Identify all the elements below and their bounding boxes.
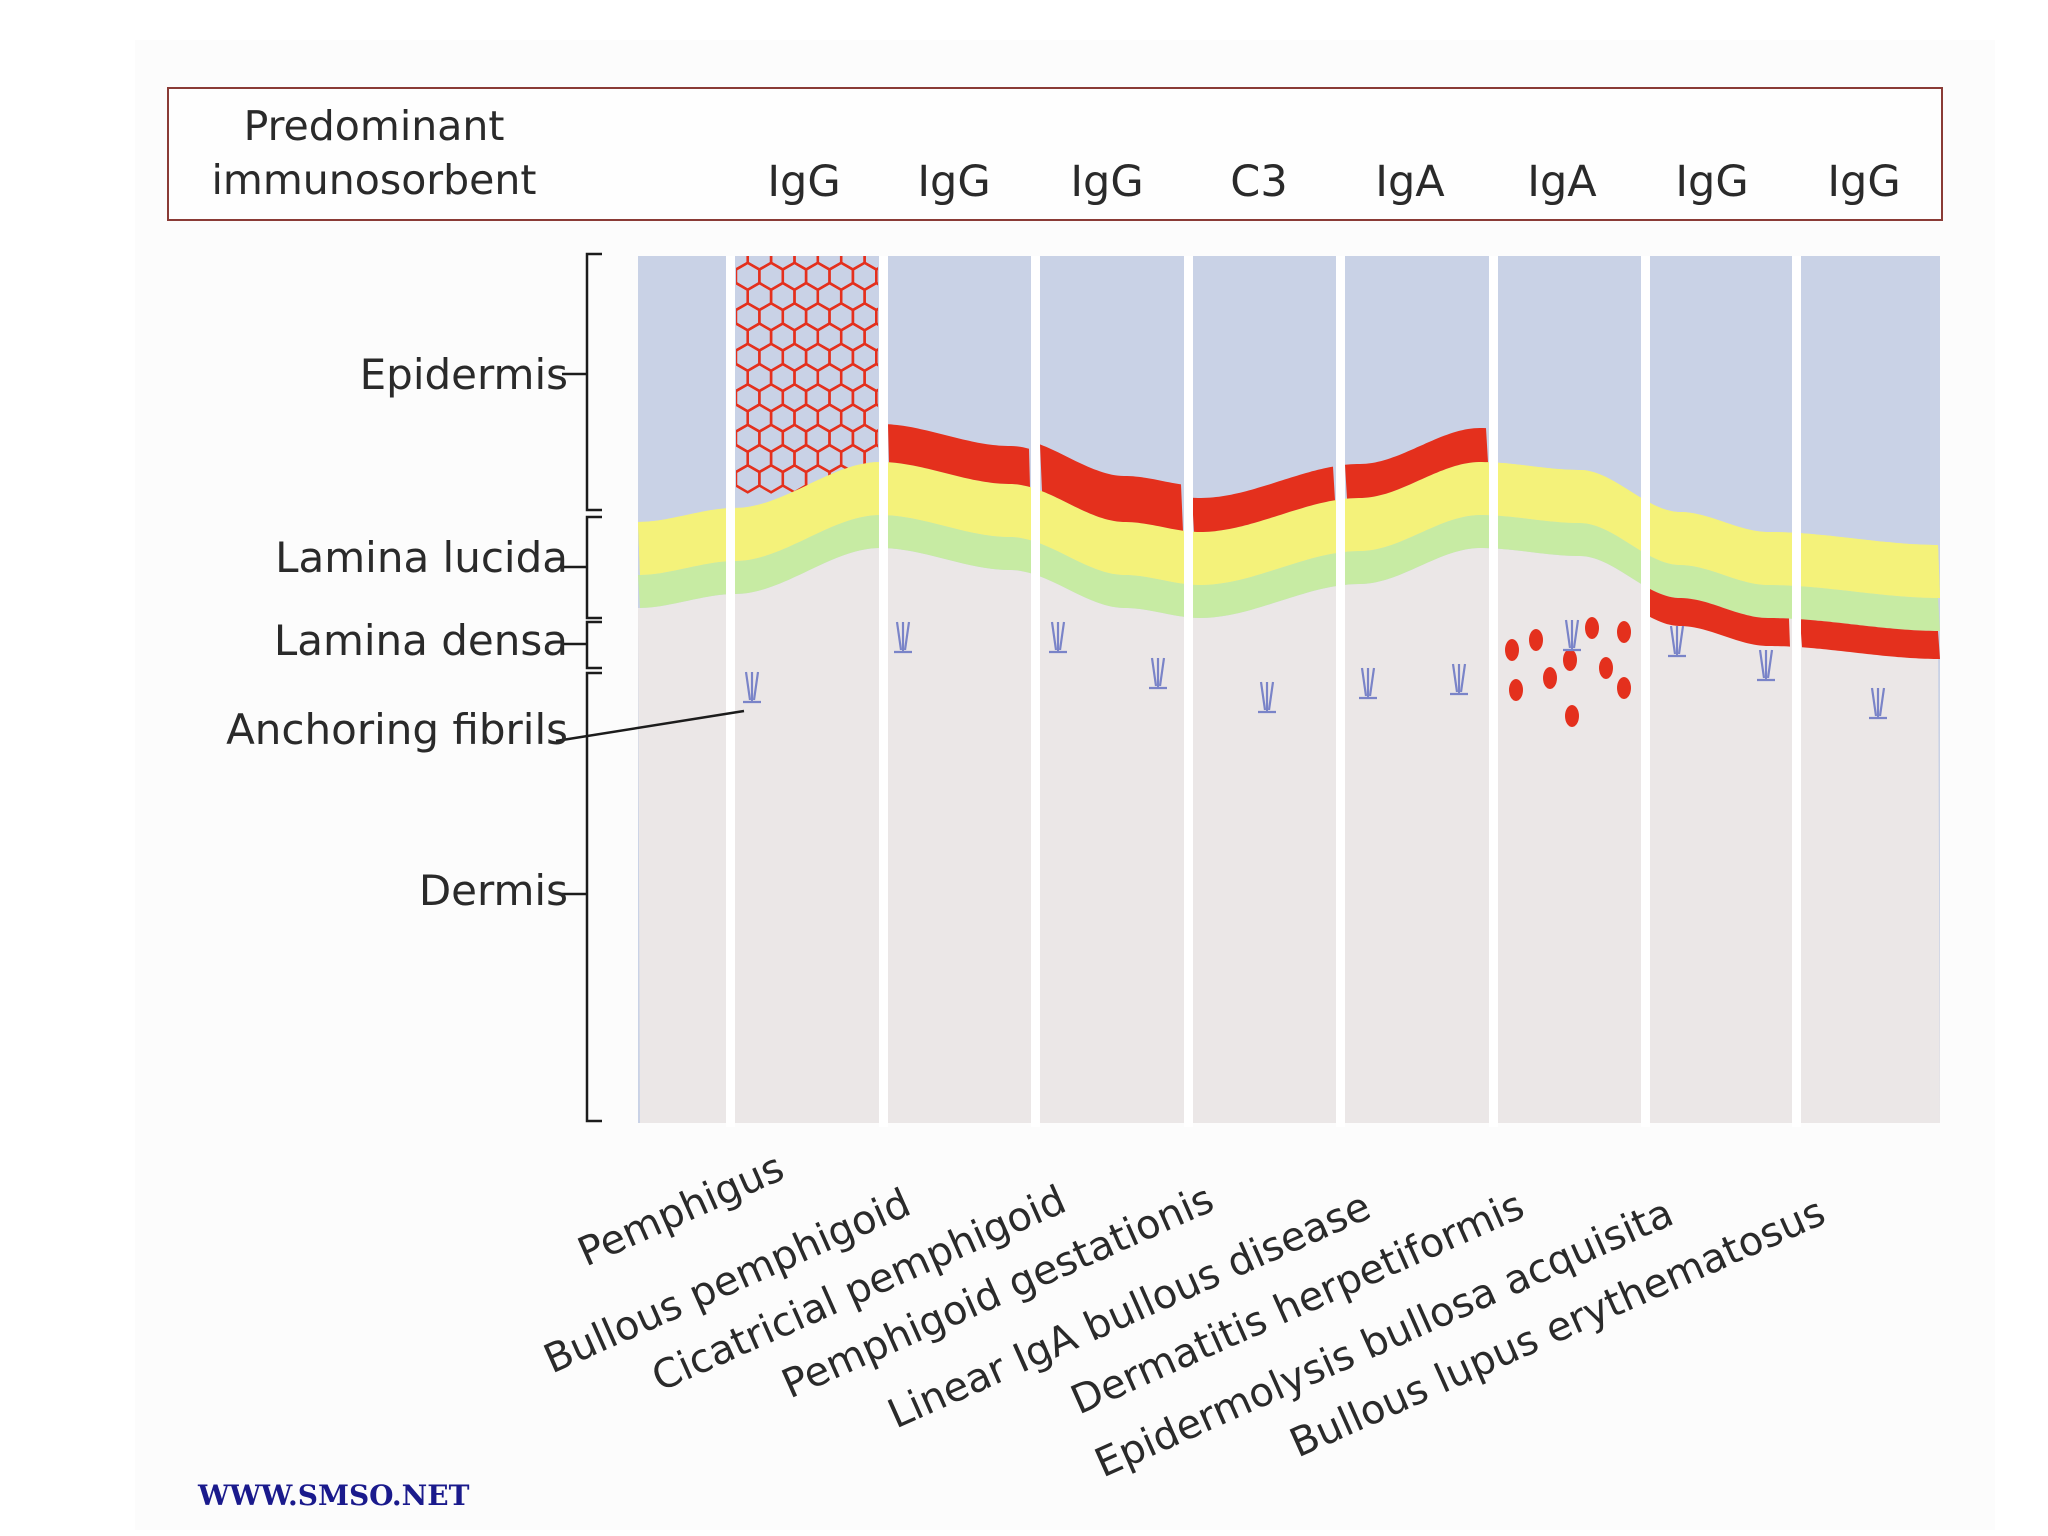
header-title-line1: Predominant bbox=[243, 102, 505, 150]
anchoring-fibril-icon bbox=[1258, 681, 1276, 714]
pemphigus-intercellular-deposit bbox=[736, 256, 878, 494]
column-separator bbox=[1184, 256, 1193, 1127]
column-separator bbox=[1792, 256, 1801, 1127]
fibril-stroke bbox=[1368, 667, 1376, 697]
fibril-stroke bbox=[1150, 657, 1158, 687]
column-separator bbox=[1336, 256, 1345, 1127]
label-lamina-lucida: Lamina lucida bbox=[275, 533, 568, 582]
fibril-stroke bbox=[744, 671, 752, 701]
immunoreactant-label: IgG bbox=[1675, 157, 1749, 207]
immune-deposit-band bbox=[1192, 466, 1335, 532]
fibril-stroke bbox=[1766, 649, 1774, 679]
immunoreactant-label: C3 bbox=[1230, 157, 1288, 207]
honeycomb-cell bbox=[875, 267, 878, 286]
immune-deposit-band bbox=[1800, 619, 1940, 659]
fibril-stroke bbox=[903, 621, 911, 651]
layer-bracket bbox=[585, 671, 602, 1123]
label-dermis: Dermis bbox=[418, 866, 568, 915]
honeycomb-cell bbox=[875, 348, 878, 367]
granular-deposit bbox=[1617, 677, 1631, 699]
fibril-stroke bbox=[1050, 621, 1058, 651]
fibril-stroke bbox=[1259, 681, 1267, 711]
granular-deposit bbox=[1617, 621, 1631, 643]
dermis-band bbox=[638, 548, 1940, 1123]
anchoring-fibrils-pointer bbox=[555, 709, 745, 743]
honeycomb-cell bbox=[875, 388, 878, 407]
fibril-stroke bbox=[1459, 663, 1467, 693]
label-epidermis: Epidermis bbox=[359, 350, 568, 399]
source-watermark: WWW.SMSO.NET bbox=[198, 1479, 470, 1512]
fibril-stroke bbox=[1360, 667, 1368, 697]
immunoreactant-label: IgA bbox=[1527, 157, 1597, 207]
fibril-stroke bbox=[1677, 625, 1685, 655]
immunoreactant-label: IgG bbox=[1070, 157, 1144, 207]
fibril-stroke bbox=[1267, 681, 1275, 711]
anchoring-fibril-icon bbox=[894, 621, 912, 654]
immunoreactant-label: IgG bbox=[767, 157, 841, 207]
layer-bracket bbox=[585, 620, 602, 670]
immunoreactant-header: Predominant immunosorbent IgG IgG IgG C3… bbox=[167, 87, 1943, 221]
anchoring-fibril-icon bbox=[1049, 621, 1067, 654]
granular-deposit bbox=[1563, 649, 1577, 671]
label-anchoring-fibrils: Anchoring fibrils bbox=[226, 705, 568, 754]
fibril-stroke bbox=[1058, 621, 1066, 651]
fibril-stroke bbox=[1758, 649, 1766, 679]
column-separator bbox=[726, 256, 735, 1127]
anchoring-fibril-icon bbox=[1149, 657, 1167, 690]
anchoring-fibril-icon bbox=[1359, 667, 1377, 700]
anchoring-fibril-icon bbox=[1757, 649, 1775, 682]
lamina-densa-band bbox=[638, 515, 1940, 631]
immunoreactant-label: IgG bbox=[917, 157, 991, 207]
honeycomb-cell bbox=[875, 429, 878, 448]
granular-deposit bbox=[1509, 679, 1523, 701]
header-title-line2: immunosorbent bbox=[211, 156, 537, 204]
fibril-stroke bbox=[1669, 625, 1677, 655]
immunoreactant-label: IgA bbox=[1375, 157, 1445, 207]
column-separator bbox=[1489, 256, 1498, 1127]
column-separator bbox=[1031, 256, 1040, 1127]
layer-bracket bbox=[585, 515, 602, 620]
granular-deposit bbox=[1529, 629, 1543, 651]
immunoreactant-label: IgG bbox=[1827, 157, 1901, 207]
label-lamina-densa: Lamina densa bbox=[273, 616, 568, 665]
granular-deposit bbox=[1543, 667, 1557, 689]
anchoring-fibril-icon bbox=[743, 671, 761, 704]
fibril-stroke bbox=[895, 621, 903, 651]
fibril-stroke bbox=[1572, 619, 1580, 649]
fibril-stroke bbox=[1878, 687, 1886, 717]
fibril-stroke bbox=[1158, 657, 1166, 687]
fibril-stroke bbox=[1451, 663, 1459, 693]
granular-deposit bbox=[1565, 705, 1579, 727]
anchoring-fibril-icon bbox=[1450, 663, 1468, 696]
column-separator bbox=[879, 256, 888, 1127]
column-separator bbox=[1641, 256, 1650, 1127]
granular-deposit bbox=[1585, 617, 1599, 639]
granular-deposit bbox=[1599, 657, 1613, 679]
immune-deposit-band bbox=[888, 424, 1030, 487]
immune-deposit-band bbox=[1648, 587, 1790, 647]
immune-deposit-band bbox=[1040, 444, 1183, 531]
anchoring-fibril-icon bbox=[1668, 625, 1686, 658]
immune-deposit-band bbox=[1345, 428, 1488, 499]
fibril-stroke bbox=[1870, 687, 1878, 717]
fibril-stroke bbox=[1564, 619, 1572, 649]
anchoring-fibril-icon bbox=[1869, 687, 1887, 720]
honeycomb-cell bbox=[875, 307, 878, 326]
fibril-stroke bbox=[752, 671, 760, 701]
header-title: Predominant immunosorbent bbox=[179, 99, 569, 207]
granular-deposit bbox=[1505, 639, 1519, 661]
anchoring-fibril-icon bbox=[1563, 619, 1581, 652]
lamina-lucida-band bbox=[638, 462, 1940, 598]
layer-bracket bbox=[585, 252, 602, 512]
